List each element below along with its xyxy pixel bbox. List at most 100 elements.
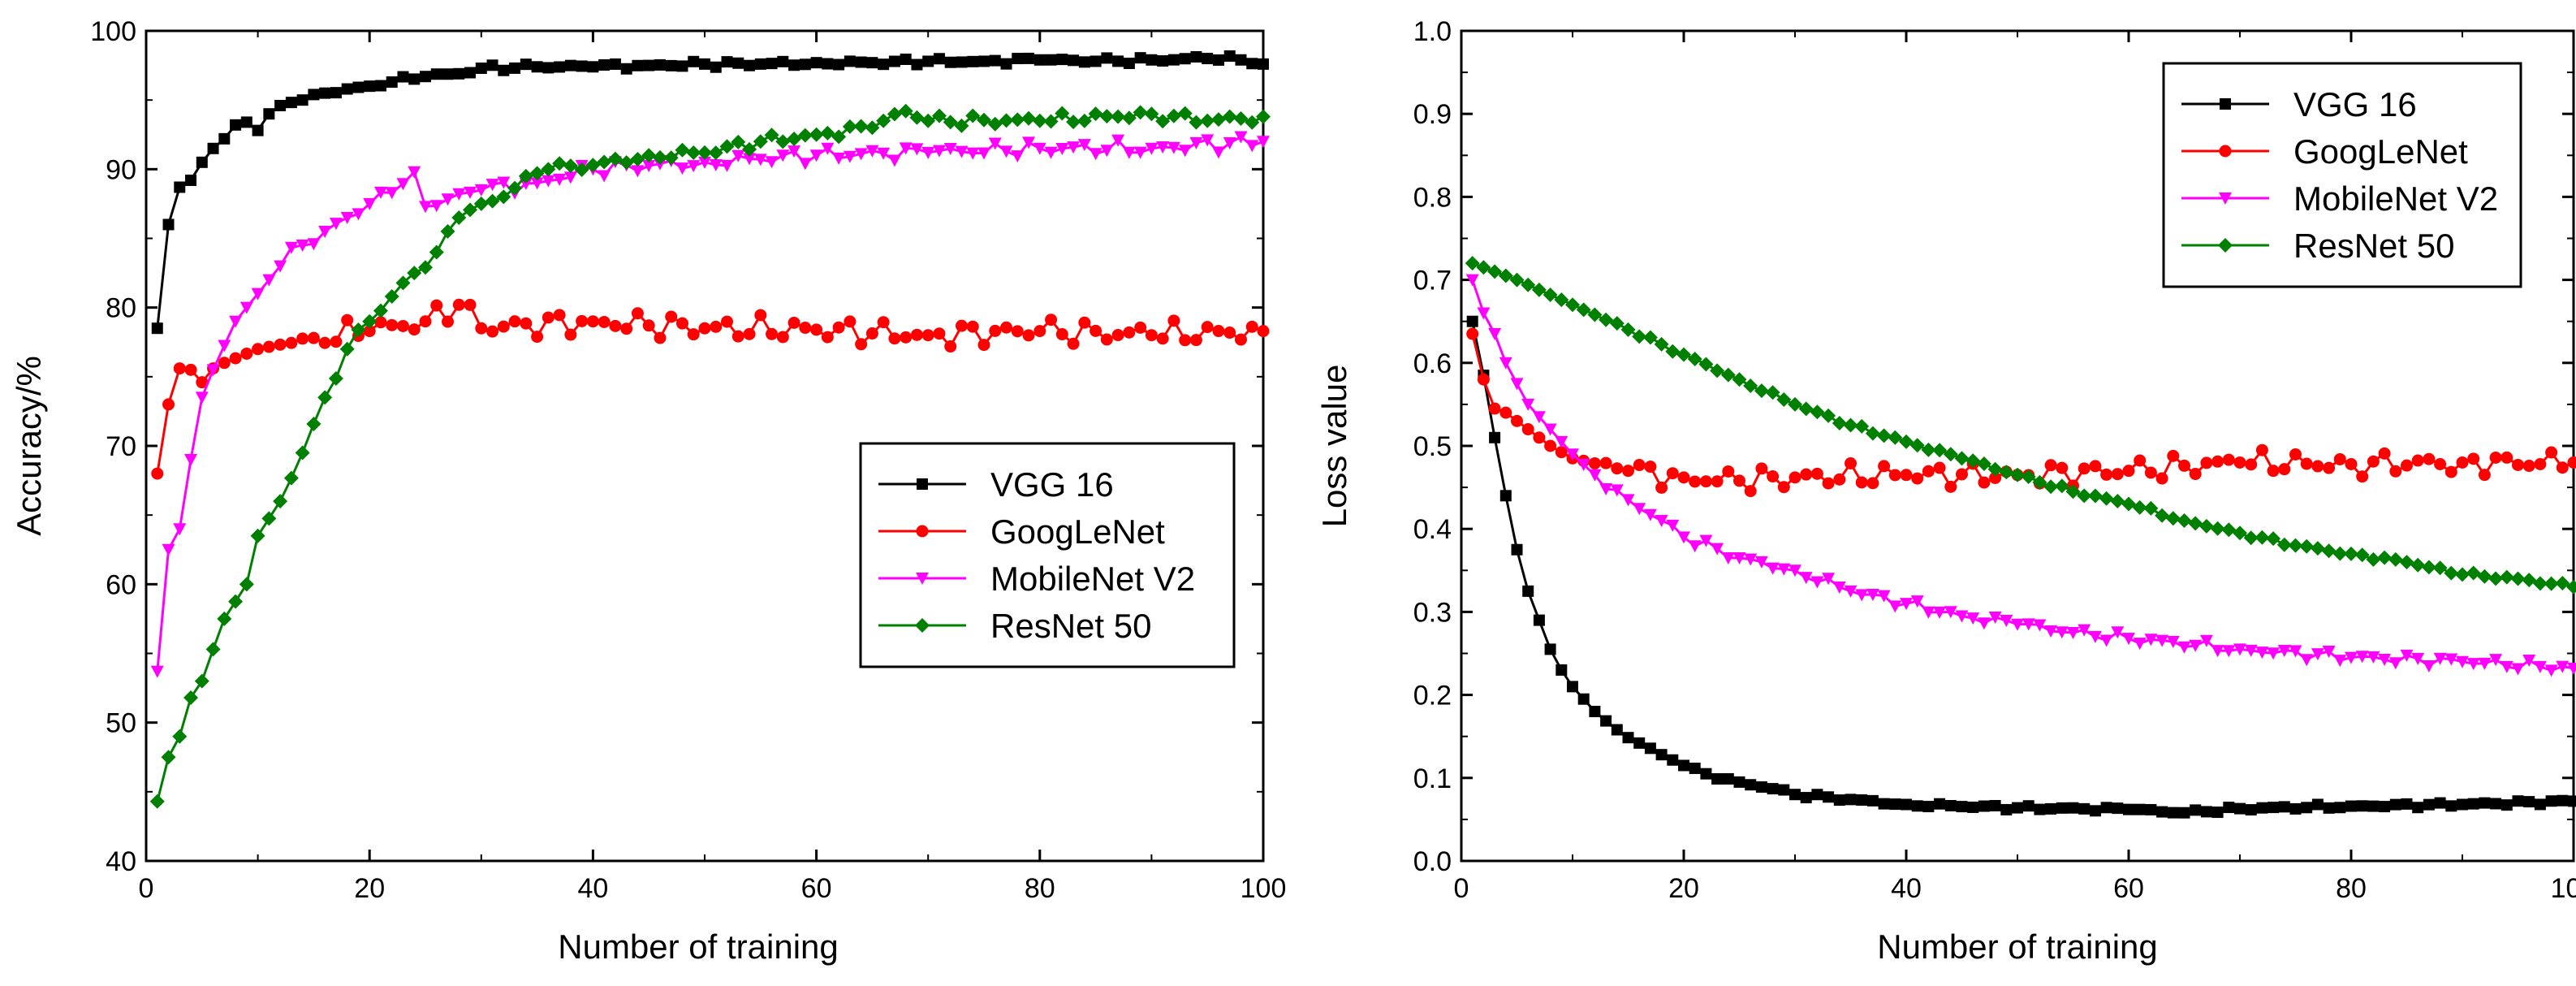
data-point — [2399, 555, 2414, 570]
data-point — [910, 328, 923, 341]
data-point — [162, 398, 175, 411]
data-point — [1257, 325, 1270, 338]
data-point — [1755, 462, 1768, 475]
data-point — [386, 76, 398, 89]
data-point — [2110, 494, 2125, 509]
data-point — [2455, 567, 2470, 582]
data-point — [777, 55, 789, 67]
data-point — [564, 59, 576, 71]
data-point — [1855, 476, 1868, 489]
data-point — [1743, 378, 1758, 394]
data-point — [2300, 457, 2313, 470]
data-point — [531, 61, 543, 73]
data-point — [307, 331, 320, 344]
data-point — [2333, 655, 2347, 668]
data-point — [351, 322, 366, 337]
data-point — [2568, 795, 2576, 807]
data-point — [1789, 789, 1801, 801]
data-point — [1989, 799, 2001, 811]
data-point — [2533, 660, 2547, 673]
data-point — [2210, 521, 2225, 536]
data-point — [710, 320, 723, 333]
data-point — [1257, 136, 1270, 149]
series-line — [156, 135, 1264, 672]
data-point — [1258, 58, 1269, 70]
data-point — [2233, 643, 2246, 656]
data-point — [161, 750, 176, 765]
data-point — [2122, 633, 2135, 646]
data-point — [1767, 470, 1780, 483]
data-point — [1256, 109, 1271, 124]
data-point — [2267, 465, 2280, 478]
data-point — [2066, 626, 2080, 639]
data-point — [1499, 357, 1512, 370]
data-point — [999, 113, 1014, 128]
data-point — [687, 160, 701, 173]
data-point — [642, 160, 656, 173]
data-point — [1077, 139, 1091, 152]
data-point — [766, 58, 778, 70]
data-point — [228, 594, 244, 609]
data-point — [173, 523, 187, 536]
data-point — [150, 665, 164, 678]
data-point — [486, 325, 499, 338]
data-point — [1876, 428, 1892, 443]
data-point — [675, 142, 690, 158]
data-point — [2233, 525, 2247, 541]
data-point — [1721, 551, 1735, 564]
data-point — [2479, 797, 2491, 809]
data-point — [977, 339, 990, 352]
data-point — [339, 341, 355, 357]
data-point — [1667, 754, 1679, 766]
data-point — [451, 210, 467, 225]
data-point — [2099, 491, 2114, 506]
data-point — [1866, 477, 1879, 490]
data-point — [1655, 481, 1668, 494]
data-point — [652, 149, 667, 165]
data-point — [1845, 457, 1857, 470]
data-point — [1609, 316, 1625, 331]
legend-marker — [915, 618, 930, 633]
y-tick-label: 0.7 — [1413, 266, 1452, 296]
data-point — [274, 338, 287, 351]
data-point — [2500, 799, 2513, 811]
data-point — [1821, 408, 1836, 423]
data-point — [2512, 458, 2524, 471]
data-point — [2301, 802, 2313, 814]
data-point — [2267, 802, 2280, 814]
data-point — [408, 73, 421, 85]
data-point — [2222, 645, 2236, 658]
data-point — [1833, 794, 1845, 807]
data-point — [2267, 647, 2280, 660]
data-point — [2123, 803, 2134, 815]
data-point — [2323, 802, 2335, 814]
data-point — [1911, 472, 1924, 485]
data-point — [2033, 619, 2047, 632]
data-point — [1055, 328, 1068, 341]
data-point — [2077, 488, 2092, 504]
data-point — [921, 329, 934, 342]
data-point — [911, 58, 923, 71]
data-point — [552, 156, 567, 171]
data-point — [2366, 551, 2381, 567]
data-point — [933, 53, 945, 65]
data-point — [1622, 732, 1634, 744]
data-point — [1978, 476, 1991, 489]
data-point — [1777, 481, 1790, 494]
data-point — [1676, 347, 1691, 362]
data-point — [1744, 485, 1757, 498]
data-point — [609, 319, 622, 332]
series-vgg-16 — [151, 50, 1269, 335]
data-point — [2065, 484, 2081, 499]
data-point — [2243, 530, 2259, 546]
data-point — [686, 145, 701, 161]
data-point — [1245, 115, 1260, 130]
data-point — [2010, 467, 2025, 482]
data-point — [2522, 573, 2537, 588]
data-point — [1146, 54, 1158, 66]
data-point — [285, 336, 298, 349]
series-googlenet — [151, 298, 1270, 480]
data-point — [988, 137, 1002, 150]
data-point — [843, 150, 857, 163]
data-point — [844, 55, 856, 67]
